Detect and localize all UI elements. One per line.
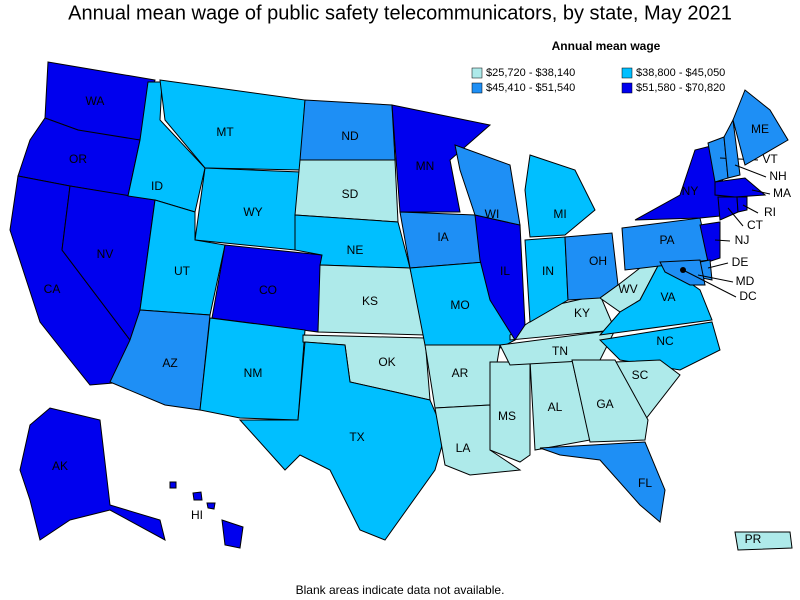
state-label: OK [378, 355, 395, 369]
state-label: AL [548, 400, 563, 414]
state-label: NY [682, 184, 699, 198]
state-label: AZ [162, 356, 177, 370]
state [714, 177, 767, 198]
state-label: NE [347, 243, 364, 257]
state [732, 89, 789, 166]
state-label: IA [437, 230, 448, 244]
state-label: MO [450, 298, 469, 312]
island [192, 491, 203, 501]
state [598, 321, 721, 371]
state-label: MA [773, 186, 791, 200]
island [206, 502, 216, 510]
leader-line [707, 262, 729, 269]
legend-label: $25,720 - $38,140 [486, 67, 575, 79]
note: Blank areas indicate data not available. [296, 583, 505, 597]
state-label: VA [660, 290, 675, 304]
state-label: VT [762, 152, 778, 166]
legend-label: $38,800 - $45,050 [636, 67, 725, 79]
state-label: AR [452, 366, 469, 380]
state-label: NM [244, 366, 263, 380]
state-label: UT [174, 264, 191, 278]
leader-line [714, 239, 731, 242]
state-label: IL [500, 264, 510, 278]
state-label: KS [362, 294, 378, 308]
state-label: OR [69, 152, 87, 166]
state-label: ND [341, 129, 359, 143]
leader-line [734, 164, 767, 178]
state [109, 309, 211, 411]
state-label: DE [732, 255, 749, 269]
state [734, 531, 793, 551]
state-label: SD [342, 187, 359, 201]
state [221, 519, 244, 549]
state-label: MS [498, 409, 516, 423]
state-label: SC [632, 368, 649, 382]
state [723, 118, 741, 179]
state-label: TN [552, 344, 568, 358]
state-label: FL [638, 476, 652, 490]
state [454, 144, 521, 226]
state-label: CT [747, 218, 764, 232]
state-label: MD [736, 274, 755, 288]
state-label: WA [86, 94, 105, 108]
state [524, 154, 596, 238]
state [539, 441, 666, 523]
state [736, 196, 748, 213]
state-label: ME [751, 122, 769, 136]
legend-swatch [471, 67, 483, 79]
state [391, 104, 492, 213]
state-label: NH [769, 169, 786, 183]
leader-line [751, 189, 771, 195]
state-label: PR [745, 532, 762, 546]
island [169, 481, 177, 489]
state-label: RI [764, 205, 776, 219]
state-label: OH [589, 254, 607, 268]
state-label: MI [553, 207, 566, 221]
state-label: AK [52, 459, 68, 473]
leader-line [727, 207, 744, 227]
state-label: LA [456, 441, 471, 455]
state-label: NJ [735, 233, 750, 247]
state-label: IN [542, 264, 554, 278]
state [19, 407, 166, 541]
state-label: CO [259, 283, 277, 297]
state [199, 317, 306, 421]
legend-swatch [621, 67, 633, 79]
leader-line [742, 204, 759, 214]
title: Annual mean wage of public safety teleco… [68, 2, 732, 24]
state-label: TX [349, 430, 364, 444]
state-label: ID [151, 179, 163, 193]
legend-swatch [471, 82, 483, 94]
leader-line [682, 269, 737, 298]
legend-title: Annual mean wage [552, 39, 661, 53]
state-label: PA [659, 233, 674, 247]
state-label: WI [485, 207, 500, 221]
state-label: DC [739, 289, 757, 303]
state-label: WY [243, 205, 262, 219]
legend-label: $51,580 - $70,820 [636, 82, 725, 94]
state-label: HI [191, 508, 203, 522]
state-label: NV [97, 247, 114, 261]
leader-line [697, 274, 734, 283]
state-label: MN [416, 159, 435, 173]
state [238, 341, 446, 541]
state-label: KY [574, 306, 590, 320]
state-label: CA [44, 282, 61, 296]
state-label: GA [596, 397, 613, 411]
state [699, 221, 721, 263]
state-label: NC [656, 334, 674, 348]
state-label: MT [216, 125, 234, 139]
state [159, 79, 306, 171]
state-label: WV [618, 282, 637, 296]
legend-label: $45,410 - $51,540 [486, 82, 575, 94]
state [571, 359, 649, 443]
legend-swatch [621, 82, 633, 94]
